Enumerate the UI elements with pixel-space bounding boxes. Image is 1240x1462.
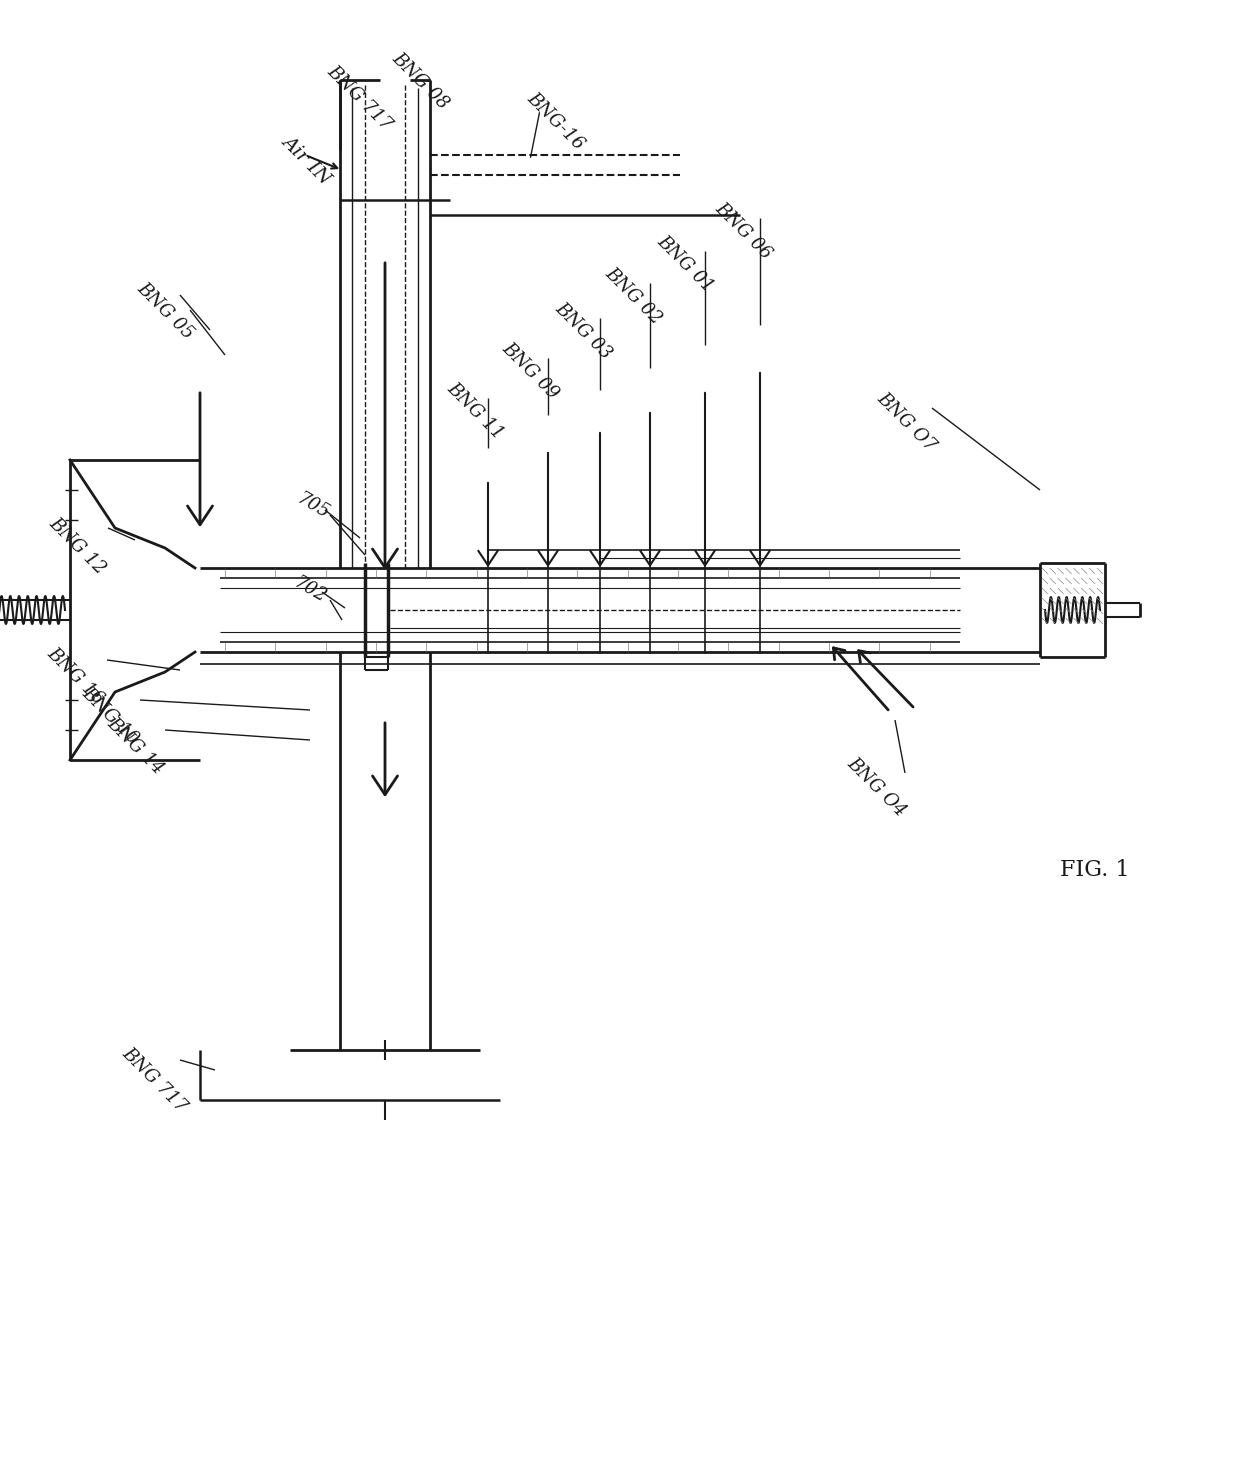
Text: BNG 05: BNG 05 (134, 279, 197, 342)
Text: BNG O7: BNG O7 (874, 389, 940, 455)
Text: BNG 14: BNG 14 (104, 713, 167, 778)
Text: 702: 702 (290, 575, 330, 607)
Text: BNG 717: BNG 717 (119, 1044, 191, 1116)
Text: BNG 03: BNG 03 (552, 298, 615, 363)
Text: BNG 717: BNG 717 (324, 61, 396, 133)
Text: Air IN: Air IN (279, 132, 335, 187)
Text: 705: 705 (294, 490, 332, 523)
Text: BNG 12: BNG 12 (46, 513, 109, 577)
Text: BNG 06: BNG 06 (712, 199, 775, 262)
Text: BNG 10: BNG 10 (78, 684, 143, 747)
Text: BNG 09: BNG 09 (498, 339, 563, 402)
Text: BNG 16: BNG 16 (43, 643, 108, 708)
Text: BNG 08: BNG 08 (388, 48, 453, 113)
Text: FIG. 1: FIG. 1 (1060, 860, 1130, 882)
Text: BNG 01: BNG 01 (653, 231, 718, 295)
Text: BNG 02: BNG 02 (601, 263, 666, 327)
Text: BNG O4: BNG O4 (843, 753, 910, 820)
Text: BNG-16: BNG-16 (523, 89, 588, 154)
Text: BNG 11: BNG 11 (444, 379, 507, 443)
